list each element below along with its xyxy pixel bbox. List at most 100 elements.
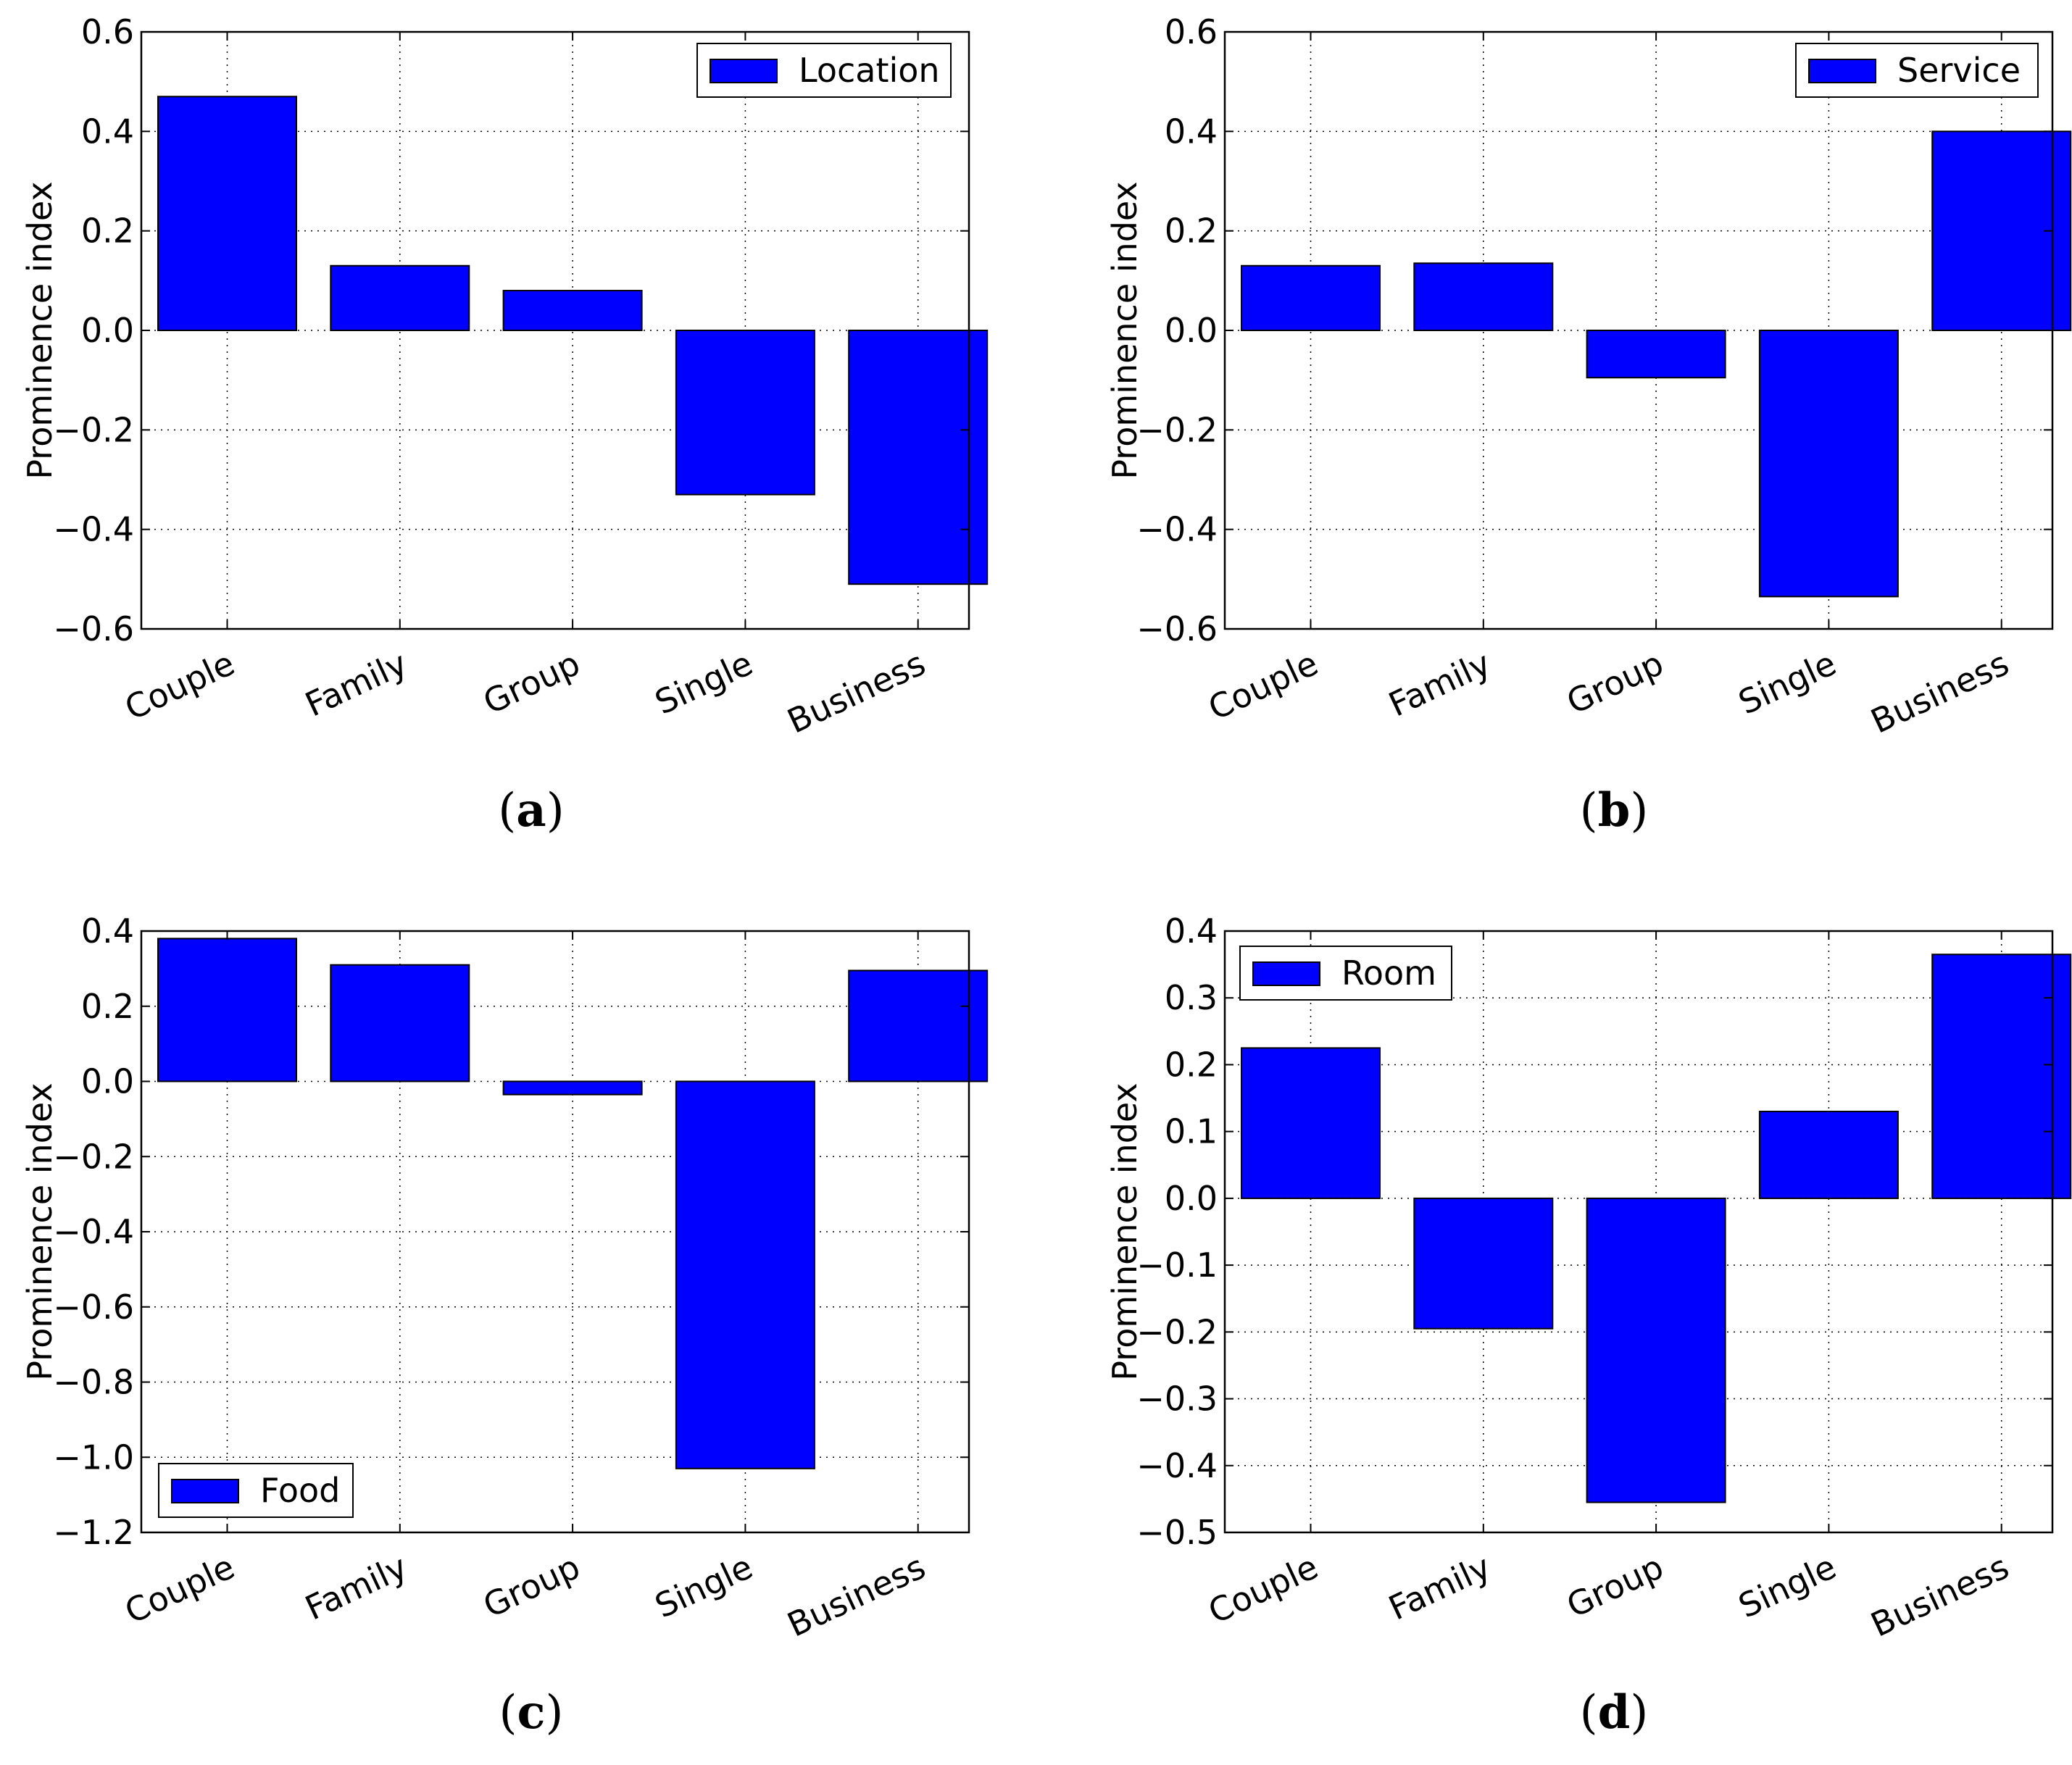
y-tick-label: 0.6 bbox=[1165, 12, 1218, 51]
y-tick-label: −1.0 bbox=[53, 1438, 134, 1477]
bar-couple bbox=[157, 96, 297, 331]
bar-family bbox=[330, 964, 470, 1082]
x-tick-label-family: Family bbox=[1383, 1547, 1497, 1628]
y-tick-label: 0.1 bbox=[1165, 1112, 1218, 1151]
legend-label: Location bbox=[799, 51, 940, 90]
x-tick-label-family: Family bbox=[299, 643, 413, 725]
bar-couple bbox=[1241, 264, 1381, 332]
caption-close: ) bbox=[546, 784, 565, 838]
bar-family bbox=[1413, 1197, 1554, 1330]
x-tick-label-business: Business bbox=[781, 643, 931, 741]
y-tick-label: 0.0 bbox=[1165, 1179, 1218, 1218]
caption-close: ) bbox=[1630, 1686, 1648, 1740]
bar-group bbox=[502, 1080, 643, 1096]
legend-swatch bbox=[171, 1479, 239, 1503]
x-tick-label-business: Business bbox=[1865, 1547, 2015, 1645]
y-tick-label: 0.2 bbox=[1165, 1045, 1218, 1084]
legend-label: Service bbox=[1897, 51, 2021, 90]
caption-close: ) bbox=[545, 1686, 563, 1740]
panel-caption: (c) bbox=[499, 1685, 564, 1740]
chart-panel-c: −1.2 −1.0 −0.8 −0.6 −0.4 −0.2 0.0 0.2 0.4 Couple F… bbox=[20, 911, 989, 1740]
bar-couple bbox=[1241, 1047, 1381, 1199]
y-axis-label: Prominence index bbox=[1105, 1082, 1144, 1380]
panel-caption: (b) bbox=[1580, 783, 1649, 838]
bar-family bbox=[330, 264, 470, 332]
chart-panel-a: −0.6 −0.4 −0.2 0.0 0.2 0.4 0.6 Couple Family Grou… bbox=[20, 12, 989, 838]
caption-close: ) bbox=[1630, 784, 1648, 838]
y-tick-label: 0.0 bbox=[1165, 311, 1218, 350]
y-tick-label: −0.2 bbox=[1136, 410, 1218, 449]
x-tick-label-group: Group bbox=[478, 1547, 586, 1625]
x-tick-label-business: Business bbox=[781, 1547, 931, 1645]
y-tick-label: −1.2 bbox=[53, 1513, 134, 1552]
y-tick-label: −0.2 bbox=[1136, 1312, 1218, 1351]
x-tick-label-group: Group bbox=[1561, 1547, 1670, 1625]
x-tick-label-single: Single bbox=[649, 1547, 759, 1626]
bar-couple bbox=[157, 938, 297, 1082]
y-tick-label: −0.4 bbox=[1136, 510, 1218, 549]
x-tick-label-couple: Couple bbox=[1202, 643, 1324, 727]
y-tick-label: −0.4 bbox=[53, 510, 134, 549]
bar-single bbox=[1758, 330, 1899, 598]
legend-label: Room bbox=[1341, 954, 1436, 993]
caption-open: ( bbox=[498, 784, 516, 838]
x-tick-label-couple: Couple bbox=[1202, 1547, 1324, 1631]
y-tick-label: −0.2 bbox=[53, 1137, 134, 1176]
caption-open: ( bbox=[499, 1686, 517, 1740]
x-tick-label-group: Group bbox=[478, 643, 586, 722]
y-tick-label: 0.0 bbox=[81, 1062, 134, 1101]
chart-panel-b: −0.6 −0.4 −0.2 0.0 0.2 0.4 0.6 Couple Family Grou… bbox=[1105, 12, 2072, 838]
y-axis-label: Prominence index bbox=[1105, 181, 1144, 479]
x-tick-label-single: Single bbox=[1733, 1547, 1842, 1626]
x-tick-label-family: Family bbox=[299, 1547, 413, 1628]
y-tick-label: −0.3 bbox=[1136, 1380, 1218, 1419]
bar-single bbox=[675, 1080, 815, 1469]
caption-letter: d bbox=[1598, 1685, 1631, 1740]
bar-business bbox=[1931, 954, 2072, 1199]
bar-single bbox=[675, 330, 815, 496]
y-tick-label: 0.4 bbox=[81, 911, 134, 951]
y-tick-label: −0.6 bbox=[1136, 609, 1218, 648]
panel-caption: (d) bbox=[1580, 1685, 1649, 1740]
bar-group bbox=[502, 290, 643, 332]
y-axis-label: Prominence index bbox=[20, 181, 59, 479]
x-tick-label-family: Family bbox=[1383, 643, 1497, 725]
caption-open: ( bbox=[1580, 1686, 1598, 1740]
x-tick-label-business: Business bbox=[1865, 643, 2015, 741]
legend-swatch bbox=[710, 59, 778, 83]
caption-letter: a bbox=[516, 783, 546, 838]
chart-panel-d: −0.5 −0.4 −0.3 −0.2 −0.1 0.0 0.1 0.2 0.3 0.4 Coupl… bbox=[1105, 911, 2072, 1740]
bar-single bbox=[1758, 1111, 1899, 1199]
y-tick-label: 0.4 bbox=[81, 112, 134, 151]
caption-open: ( bbox=[1580, 784, 1598, 838]
y-tick-label: −0.2 bbox=[53, 410, 134, 449]
y-tick-label: 0.4 bbox=[1165, 911, 1218, 951]
bar-group bbox=[1586, 1197, 1726, 1503]
x-tick-label-single: Single bbox=[1733, 643, 1842, 722]
y-tick-label: 0.2 bbox=[81, 987, 134, 1026]
x-tick-label-single: Single bbox=[649, 643, 759, 722]
bar-family bbox=[1413, 262, 1554, 331]
y-tick-label: 0.6 bbox=[81, 12, 134, 51]
y-tick-label: −0.6 bbox=[53, 1288, 134, 1327]
bar-group bbox=[1586, 330, 1726, 379]
y-tick-label: 0.2 bbox=[81, 212, 134, 251]
y-axis-label: Prominence index bbox=[20, 1082, 59, 1380]
y-tick-label: −0.6 bbox=[53, 609, 134, 648]
caption-letter: c bbox=[517, 1685, 546, 1740]
y-tick-label: −0.8 bbox=[53, 1363, 134, 1402]
x-tick-label-couple: Couple bbox=[119, 1547, 241, 1631]
y-tick-label: −0.5 bbox=[1136, 1513, 1218, 1552]
bar-business bbox=[848, 330, 989, 585]
x-tick-label-couple: Couple bbox=[119, 643, 241, 727]
y-tick-label: −0.1 bbox=[1136, 1245, 1218, 1285]
y-tick-label: −0.4 bbox=[53, 1212, 134, 1251]
y-tick-label: 0.2 bbox=[1165, 212, 1218, 251]
x-tick-label-group: Group bbox=[1561, 643, 1670, 722]
legend-swatch bbox=[1808, 59, 1876, 83]
y-tick-label: 0.3 bbox=[1165, 978, 1218, 1017]
caption-letter: b bbox=[1598, 783, 1631, 838]
bar-business bbox=[848, 969, 989, 1082]
panel-caption: (a) bbox=[498, 783, 564, 838]
